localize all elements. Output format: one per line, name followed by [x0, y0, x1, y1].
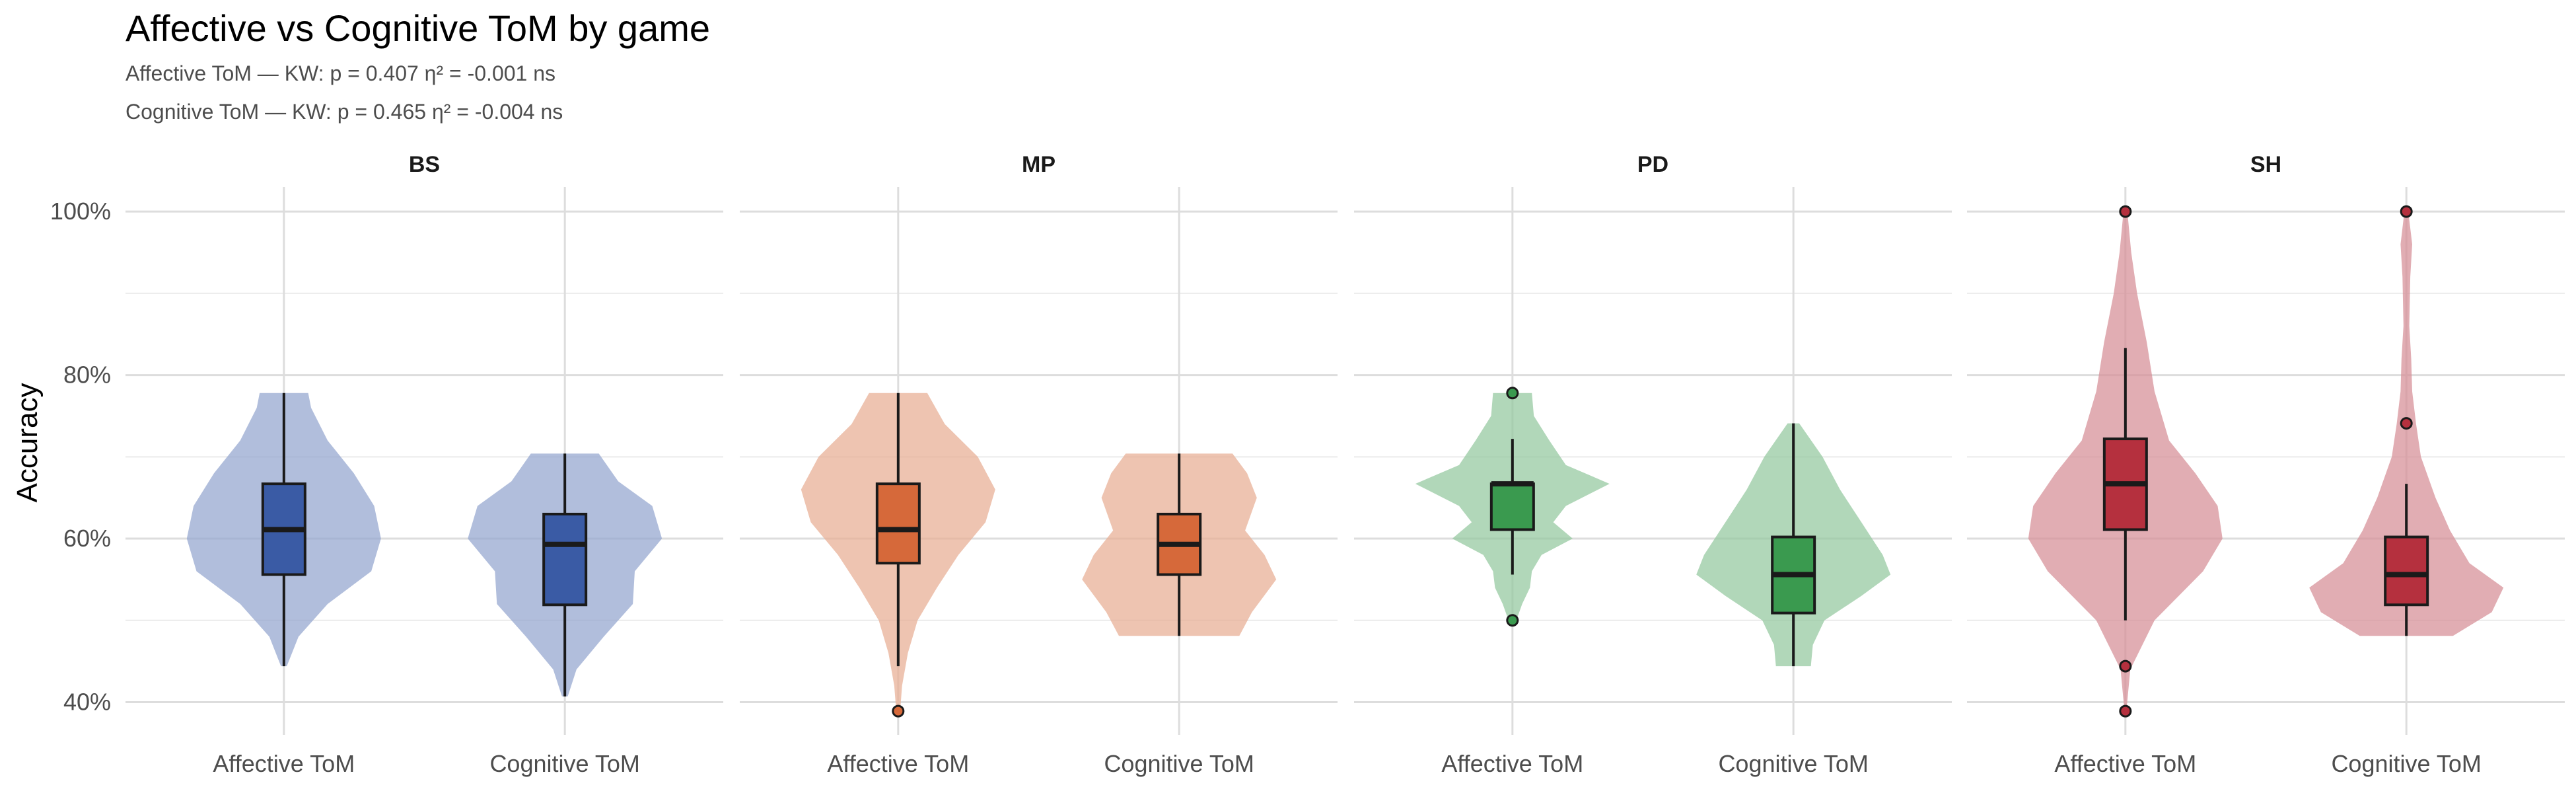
- chart-subtitle-affective: Affective ToM — KW: p = 0.407 η² = -0.00…: [125, 61, 555, 85]
- x-tick-label: Affective ToM: [1441, 750, 1583, 777]
- y-tick-label: 60%: [63, 525, 111, 552]
- box-mp-affective-tom: [875, 482, 921, 565]
- outlier-point: [2400, 205, 2413, 218]
- outlier-point: [1506, 614, 1519, 627]
- outlier-point: [2400, 417, 2413, 430]
- x-tick-label: Cognitive ToM: [2331, 750, 2481, 777]
- outlier-point: [2119, 704, 2132, 718]
- plot-layer: 40% 60% 80% 100% BS Affective ToM Cognitive To…: [50, 152, 2565, 777]
- x-tick-label: Affective ToM: [827, 750, 969, 777]
- facet-panel-mp: MP Affective ToM Cognitive ToM: [740, 152, 1338, 777]
- facet-label-bs: BS: [409, 152, 440, 177]
- x-tick-label: Affective ToM: [213, 750, 355, 777]
- facet-label-mp: MP: [1022, 152, 1055, 177]
- box-sh-cognitive-tom: [2384, 535, 2429, 607]
- x-tick-label: Affective ToM: [2054, 750, 2196, 777]
- box-bs-cognitive-tom: [542, 512, 588, 607]
- y-tick-label: 100%: [50, 198, 111, 225]
- outlier-point: [2119, 660, 2132, 673]
- outlier-point: [2119, 205, 2132, 218]
- facet-panel-pd: PD Affective ToM Cognitive ToM: [1354, 152, 1952, 777]
- facet-panel-sh: SH Affective ToM Cognitive ToM: [1967, 152, 2565, 777]
- facet-panel-bs: BS Affective ToM Cognitive ToM: [125, 152, 723, 777]
- x-tick-label: Cognitive ToM: [1104, 750, 1254, 777]
- facet-label-sh: SH: [2250, 152, 2281, 177]
- x-tick-label: Cognitive ToM: [489, 750, 639, 777]
- chart-title: Affective vs Cognitive ToM by game: [125, 7, 710, 49]
- box-pd-affective-tom: [1489, 482, 1535, 531]
- x-tick-label: Cognitive ToM: [1718, 750, 1868, 777]
- y-tick-label: 80%: [63, 361, 111, 389]
- y-axis-label: Accuracy: [11, 383, 44, 503]
- outlier-point: [892, 704, 905, 718]
- y-tick-label: 40%: [63, 689, 111, 716]
- chart-subtitle-cognitive: Cognitive ToM — KW: p = 0.465 η² = -0.00…: [125, 100, 563, 124]
- outlier-point: [1506, 387, 1519, 400]
- facet-label-pd: PD: [1637, 152, 1668, 177]
